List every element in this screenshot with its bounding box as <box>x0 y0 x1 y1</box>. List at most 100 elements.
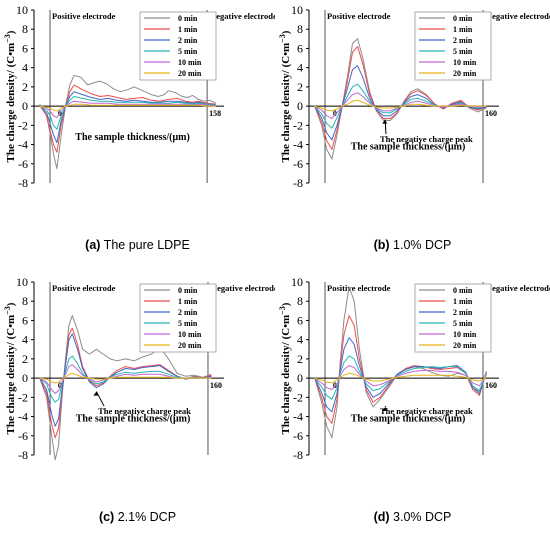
y-tick-label: 2 <box>22 80 28 94</box>
y-axis-label: The charge density/ (C•m−3) <box>278 302 292 434</box>
series-line-10-min <box>39 100 216 119</box>
annotation-label: The negative charge peak <box>380 134 473 144</box>
y-axis-label-superscript: −3 <box>278 306 287 315</box>
caption-a: (a) The pure LDPE <box>0 238 275 252</box>
chart-panel-b: 10 8 6 4 2 0 -2 -4 -6 -8 The charge density/ (C•m−… <box>275 0 550 271</box>
y-tick-label: -8 <box>18 176 28 190</box>
legend-label: 0 min <box>178 286 198 295</box>
y-tick-label: 0 <box>297 99 303 113</box>
y-axis-label-close: ) <box>280 30 292 34</box>
y-tick-label: -8 <box>293 448 303 462</box>
positive-electrode-label: Positive electrode <box>52 11 116 21</box>
y-tick-label: -6 <box>18 157 28 171</box>
series-line-10-min <box>314 365 487 391</box>
legend-label: 1 min <box>178 297 198 306</box>
y-tick-label: 2 <box>22 352 28 366</box>
annotation-arrow-line <box>384 405 387 408</box>
annotation-label: The negative charge peak <box>380 406 473 416</box>
y-tick-label: 4 <box>297 333 303 347</box>
y-tick-label: 6 <box>22 313 28 327</box>
chart-panel-c: 10 8 6 4 2 0 -2 -4 -6 -8 The charge density/ (C•m−… <box>0 272 275 543</box>
x-tick-label: 158 <box>209 109 221 118</box>
series-line-20-min <box>314 372 487 384</box>
y-tick-label: 10 <box>16 275 28 289</box>
x-axis-label: The sample thickness/(μm) <box>76 413 191 424</box>
y-axis-label-superscript: −3 <box>3 34 12 43</box>
y-tick-label: -6 <box>293 157 303 171</box>
y-tick-label: 8 <box>297 22 303 36</box>
caption-c: (c) 2.1% DCP <box>0 510 275 524</box>
chart-panel-d: 10 8 6 4 2 0 -2 -4 -6 -8 The charge density/ (C•m−… <box>275 272 550 543</box>
y-tick-label: 0 <box>22 371 28 385</box>
y-tick-label: 0 <box>22 99 28 113</box>
y-axis-label-close: ) <box>280 302 292 306</box>
legend-label: 0 min <box>453 14 473 23</box>
series-line-1-min <box>314 315 487 424</box>
y-tick-label: -4 <box>18 138 28 152</box>
positive-electrode-label: Positive electrode <box>327 11 391 21</box>
y-axis-label-superscript: −3 <box>3 306 12 315</box>
legend-label: 10 min <box>453 330 477 339</box>
legend-label: 2 min <box>453 36 473 45</box>
y-tick-label: -6 <box>293 429 303 443</box>
legend-label: 5 min <box>453 319 473 328</box>
series-line-0-min <box>39 74 216 170</box>
legend-label: 1 min <box>453 297 473 306</box>
legend-label: 2 min <box>178 308 198 317</box>
legend-label: 20 min <box>178 69 202 78</box>
legend-label: 20 min <box>453 69 477 78</box>
y-tick-label: 4 <box>22 61 28 75</box>
legend-label: 20 min <box>178 341 202 350</box>
series-line-2-min <box>39 333 212 427</box>
y-tick-label: 8 <box>22 294 28 308</box>
series-line-2-min <box>314 65 487 141</box>
legend-box <box>414 283 492 353</box>
x-tick-label: 160 <box>485 381 497 390</box>
legend-label: 10 min <box>178 58 202 67</box>
legend-label: 5 min <box>178 47 198 56</box>
caption-b-text: 1.0% DCP <box>389 238 452 252</box>
legend-box <box>139 283 217 353</box>
legend-label: 1 min <box>178 25 198 34</box>
y-axis-label: The charge density/ (C•m−3) <box>3 302 17 434</box>
legend-label: 20 min <box>453 341 477 350</box>
y-axis-label-close: ) <box>5 302 17 306</box>
y-tick-label: -2 <box>293 118 303 132</box>
annotation-label: The negative charge peak <box>98 406 191 416</box>
annotation-arrow-head <box>93 391 99 396</box>
caption-c-text: 2.1% DCP <box>114 510 177 524</box>
y-tick-label: -8 <box>293 176 303 190</box>
series-line-10-min <box>314 92 487 120</box>
positive-electrode-label: Positive electrode <box>52 283 116 293</box>
series-line-5-min <box>314 355 487 400</box>
caption-b-letter: (b) <box>373 238 390 252</box>
legend-label: 1 min <box>453 25 473 34</box>
legend-label: 10 min <box>178 330 202 339</box>
y-axis-label: The charge density/ (C•m−3) <box>278 30 292 162</box>
y-tick-label: -4 <box>293 410 303 424</box>
y-tick-label: 8 <box>22 22 28 36</box>
chart-panel-a: 10 8 6 4 2 0 -2 -4 -6 -8 The charge density/ (C•m−… <box>0 0 275 271</box>
caption-d-text: 3.0% DCP <box>389 510 452 524</box>
x-tick-label: 0 <box>58 381 62 390</box>
y-tick-label: 4 <box>22 333 28 347</box>
x-tick-label: 160 <box>485 109 497 118</box>
caption-a-letter: (a) <box>85 238 101 252</box>
legend-label: 5 min <box>178 319 198 328</box>
caption-c-letter: (c) <box>98 510 115 524</box>
y-tick-label: -2 <box>18 390 28 404</box>
series-line-5-min <box>39 96 216 130</box>
y-tick-label: 10 <box>291 275 303 289</box>
legend-label: 0 min <box>453 286 473 295</box>
x-tick-label: 0 <box>333 109 337 118</box>
legend-label: 5 min <box>453 47 473 56</box>
y-tick-label: -6 <box>18 429 28 443</box>
series-line-5-min <box>39 355 212 403</box>
legend-label: 2 min <box>453 308 473 317</box>
y-tick-label: 0 <box>297 371 303 385</box>
series-line-2-min <box>39 91 216 144</box>
caption-d-letter: (d) <box>373 510 390 524</box>
series-line-0-min <box>39 315 212 461</box>
